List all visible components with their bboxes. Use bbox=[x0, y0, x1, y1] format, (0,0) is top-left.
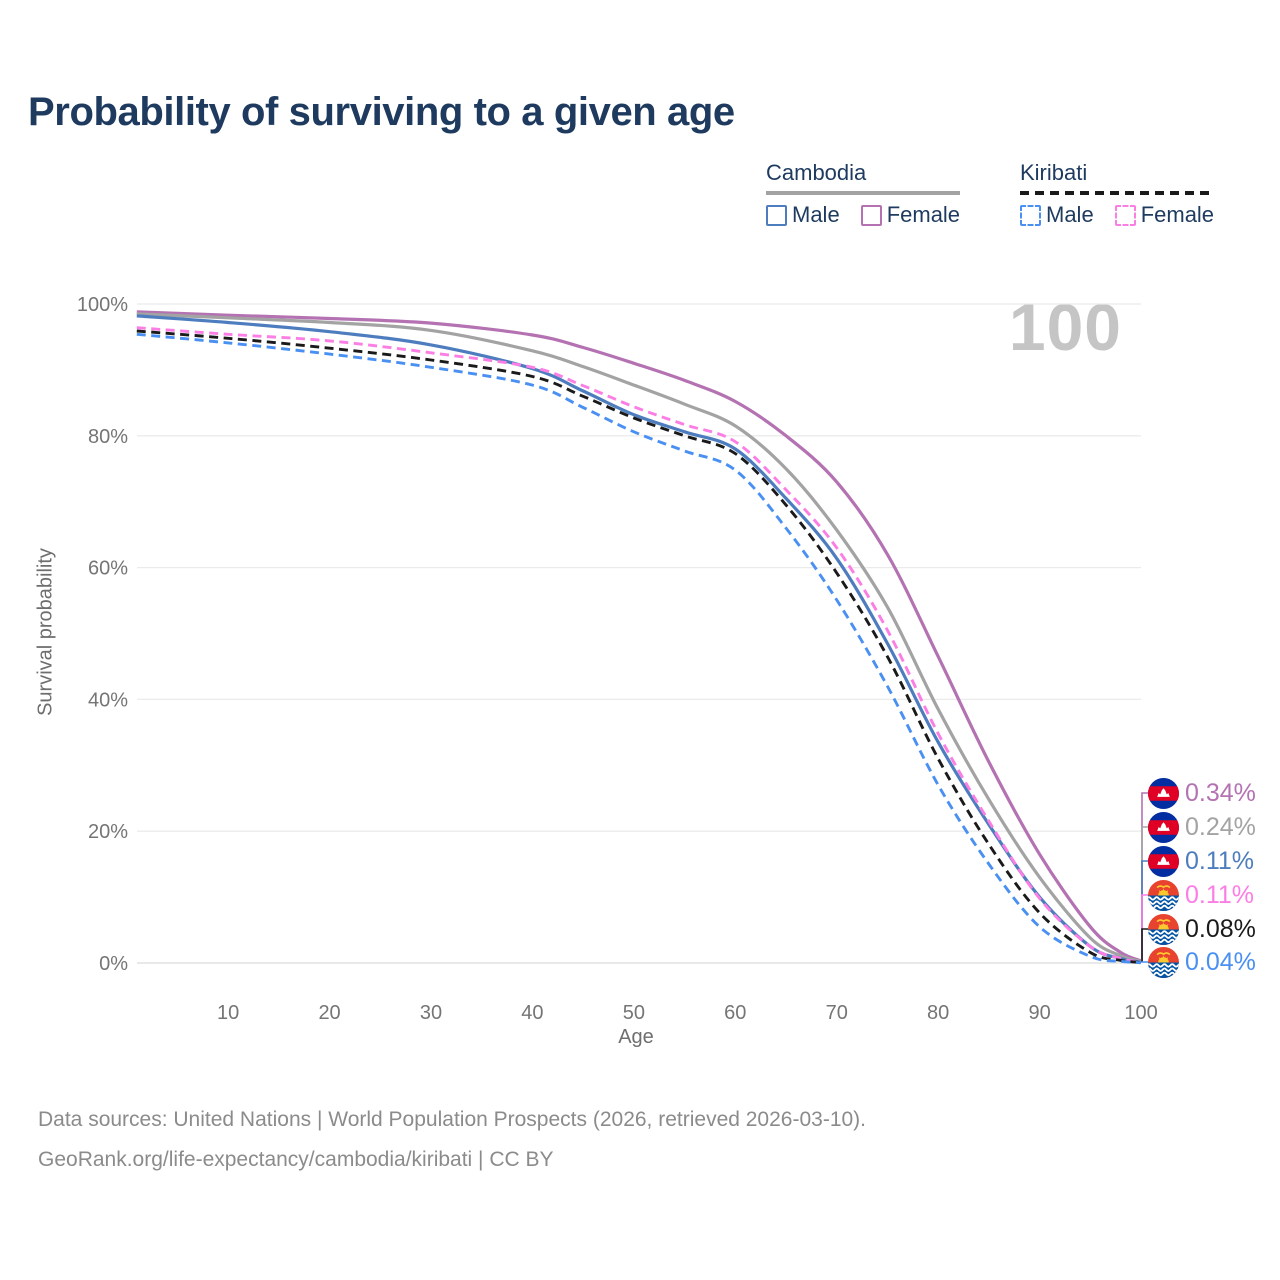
legend-item-kiribati-female[interactable]: Female bbox=[1114, 202, 1215, 228]
attribution-line: GeoRank.org/life-expectancy/cambodia/kir… bbox=[38, 1148, 554, 1171]
end-value-label: 0.24% bbox=[1185, 812, 1256, 841]
end-label-cambodia-both-sexes: 0.24% bbox=[1148, 811, 1256, 844]
legend-header-cambodia: Cambodia bbox=[766, 160, 867, 185]
kiribati-flag-icon bbox=[1148, 946, 1179, 978]
legend-group-cambodia: Cambodia Male Female bbox=[766, 160, 961, 228]
series-line-kiribati-female bbox=[136, 326, 1142, 964]
end-label-kiribati-female: 0.11% bbox=[1148, 879, 1254, 912]
y-tick-label: 60% bbox=[88, 558, 128, 580]
end-value-label: 0.04% bbox=[1185, 947, 1256, 976]
kiribati-flag-icon bbox=[1148, 946, 1179, 978]
kiribati-flag-icon bbox=[1148, 913, 1179, 945]
y-axis-label: Survival probability bbox=[34, 548, 57, 716]
series-line-cambodia-female bbox=[136, 310, 1142, 963]
kiribati-flag-icon bbox=[1148, 879, 1179, 911]
legend-item-label: Female bbox=[1140, 202, 1215, 227]
leader-line-kiribati-both-sexes bbox=[1141, 928, 1148, 963]
age-indicator-watermark: 100 bbox=[1008, 290, 1122, 364]
kiribati-flag-icon bbox=[1148, 913, 1179, 945]
x-tick-label: 80 bbox=[927, 1002, 949, 1024]
y-tick-label: 80% bbox=[88, 426, 128, 448]
data-sources-line: Data sources: United Nations | World Pop… bbox=[38, 1108, 867, 1131]
x-axis-label: Age bbox=[618, 1026, 654, 1048]
y-tick-label: 100% bbox=[77, 294, 128, 316]
cambodia-flag-icon bbox=[1148, 777, 1179, 809]
cambodia-flag-icon bbox=[1148, 811, 1179, 843]
cambodia-male-swatch-icon bbox=[766, 204, 787, 226]
legend-item-cambodia-female[interactable]: Female bbox=[860, 202, 961, 228]
legend-item-label: Male bbox=[1046, 202, 1094, 227]
kiribati-flag-icon bbox=[1148, 879, 1179, 911]
end-value-label: 0.11% bbox=[1185, 880, 1255, 909]
legend-header-kiribati: Kiribati bbox=[1020, 160, 1088, 185]
x-tick-label: 50 bbox=[623, 1002, 645, 1024]
legend-group-kiribati: Kiribati Male Female bbox=[1020, 160, 1215, 228]
end-label-kiribati-male: 0.04% bbox=[1148, 946, 1256, 979]
series-line-cambodia-both-sexes bbox=[136, 312, 1142, 963]
end-value-label: 0.08% bbox=[1185, 914, 1256, 943]
x-tick-label: 100 bbox=[1124, 1002, 1157, 1024]
x-tick-label: 30 bbox=[420, 1002, 442, 1024]
legend-item-cambodia-male[interactable]: Male bbox=[766, 202, 840, 228]
legend-item-label: Male bbox=[792, 202, 840, 227]
x-tick-label: 60 bbox=[724, 1002, 746, 1024]
x-tick-label: 90 bbox=[1028, 1002, 1050, 1024]
kiribati-female-swatch-icon bbox=[1114, 204, 1136, 226]
y-tick-label: 40% bbox=[88, 689, 128, 711]
x-tick-label: 70 bbox=[826, 1002, 848, 1024]
cambodia-flag-icon bbox=[1148, 777, 1179, 809]
y-tick-label: 20% bbox=[88, 821, 128, 843]
legend-item-kiribati-male[interactable]: Male bbox=[1020, 202, 1094, 228]
series-line-kiribati-both-sexes bbox=[136, 329, 1142, 964]
cambodia-female-swatch-icon bbox=[860, 204, 882, 226]
end-value-label: 0.11% bbox=[1185, 846, 1255, 875]
cambodia-flag-icon bbox=[1148, 845, 1179, 877]
end-label-kiribati-both-sexes: 0.08% bbox=[1148, 913, 1256, 946]
cambodia-flag-icon bbox=[1148, 845, 1179, 877]
legend-underline-kiribati bbox=[1020, 191, 1215, 195]
legend-underline-cambodia bbox=[766, 191, 961, 195]
leader-line-kiribati-male bbox=[1141, 961, 1148, 963]
end-label-cambodia-male: 0.11% bbox=[1148, 845, 1254, 878]
end-label-cambodia-female: 0.34% bbox=[1148, 777, 1256, 810]
page-title: Probability of surviving to a given age bbox=[28, 90, 735, 134]
y-tick-label: 0% bbox=[99, 953, 128, 975]
x-tick-label: 10 bbox=[217, 1002, 239, 1024]
series-line-kiribati-male bbox=[136, 332, 1142, 965]
x-tick-label: 20 bbox=[318, 1002, 340, 1024]
x-tick-label: 40 bbox=[521, 1002, 543, 1024]
end-value-label: 0.34% bbox=[1185, 778, 1256, 807]
kiribati-male-swatch-icon bbox=[1020, 204, 1041, 226]
cambodia-flag-icon bbox=[1148, 811, 1179, 843]
legend-item-label: Female bbox=[886, 202, 961, 227]
